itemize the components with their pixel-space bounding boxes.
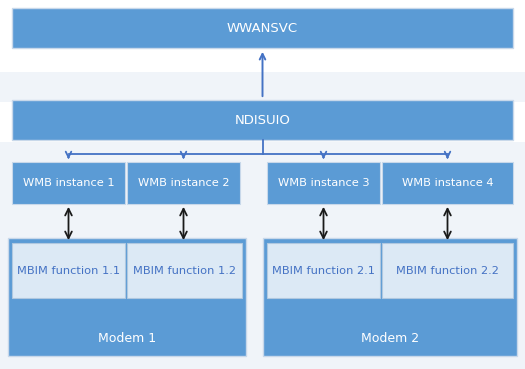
Bar bbox=[267, 162, 380, 204]
Bar bbox=[263, 238, 517, 356]
Bar bbox=[12, 8, 513, 48]
Text: Modem 1: Modem 1 bbox=[98, 331, 156, 345]
Bar bbox=[0, 102, 525, 142]
Text: WMB instance 1: WMB instance 1 bbox=[23, 178, 114, 188]
Bar bbox=[127, 162, 240, 204]
Bar bbox=[12, 243, 125, 298]
Bar bbox=[0, 0, 525, 72]
Bar bbox=[127, 243, 242, 298]
Bar bbox=[0, 142, 525, 369]
Bar bbox=[8, 238, 246, 356]
Bar bbox=[12, 162, 125, 204]
Text: WMB instance 2: WMB instance 2 bbox=[138, 178, 229, 188]
Text: WMB instance 3: WMB instance 3 bbox=[278, 178, 369, 188]
Text: MBIM function 1.2: MBIM function 1.2 bbox=[133, 266, 236, 276]
Bar bbox=[267, 243, 380, 298]
Text: WMB instance 4: WMB instance 4 bbox=[402, 178, 494, 188]
Text: Modem 2: Modem 2 bbox=[361, 331, 419, 345]
Bar bbox=[382, 243, 513, 298]
Text: MBIM function 2.1: MBIM function 2.1 bbox=[272, 266, 375, 276]
Bar bbox=[12, 100, 513, 140]
Text: MBIM function 1.1: MBIM function 1.1 bbox=[17, 266, 120, 276]
Bar bbox=[382, 162, 513, 204]
Bar bbox=[0, 72, 525, 102]
Text: NDISUIO: NDISUIO bbox=[235, 114, 290, 127]
Text: MBIM function 2.2: MBIM function 2.2 bbox=[396, 266, 499, 276]
Text: WWANSVC: WWANSVC bbox=[227, 21, 298, 34]
